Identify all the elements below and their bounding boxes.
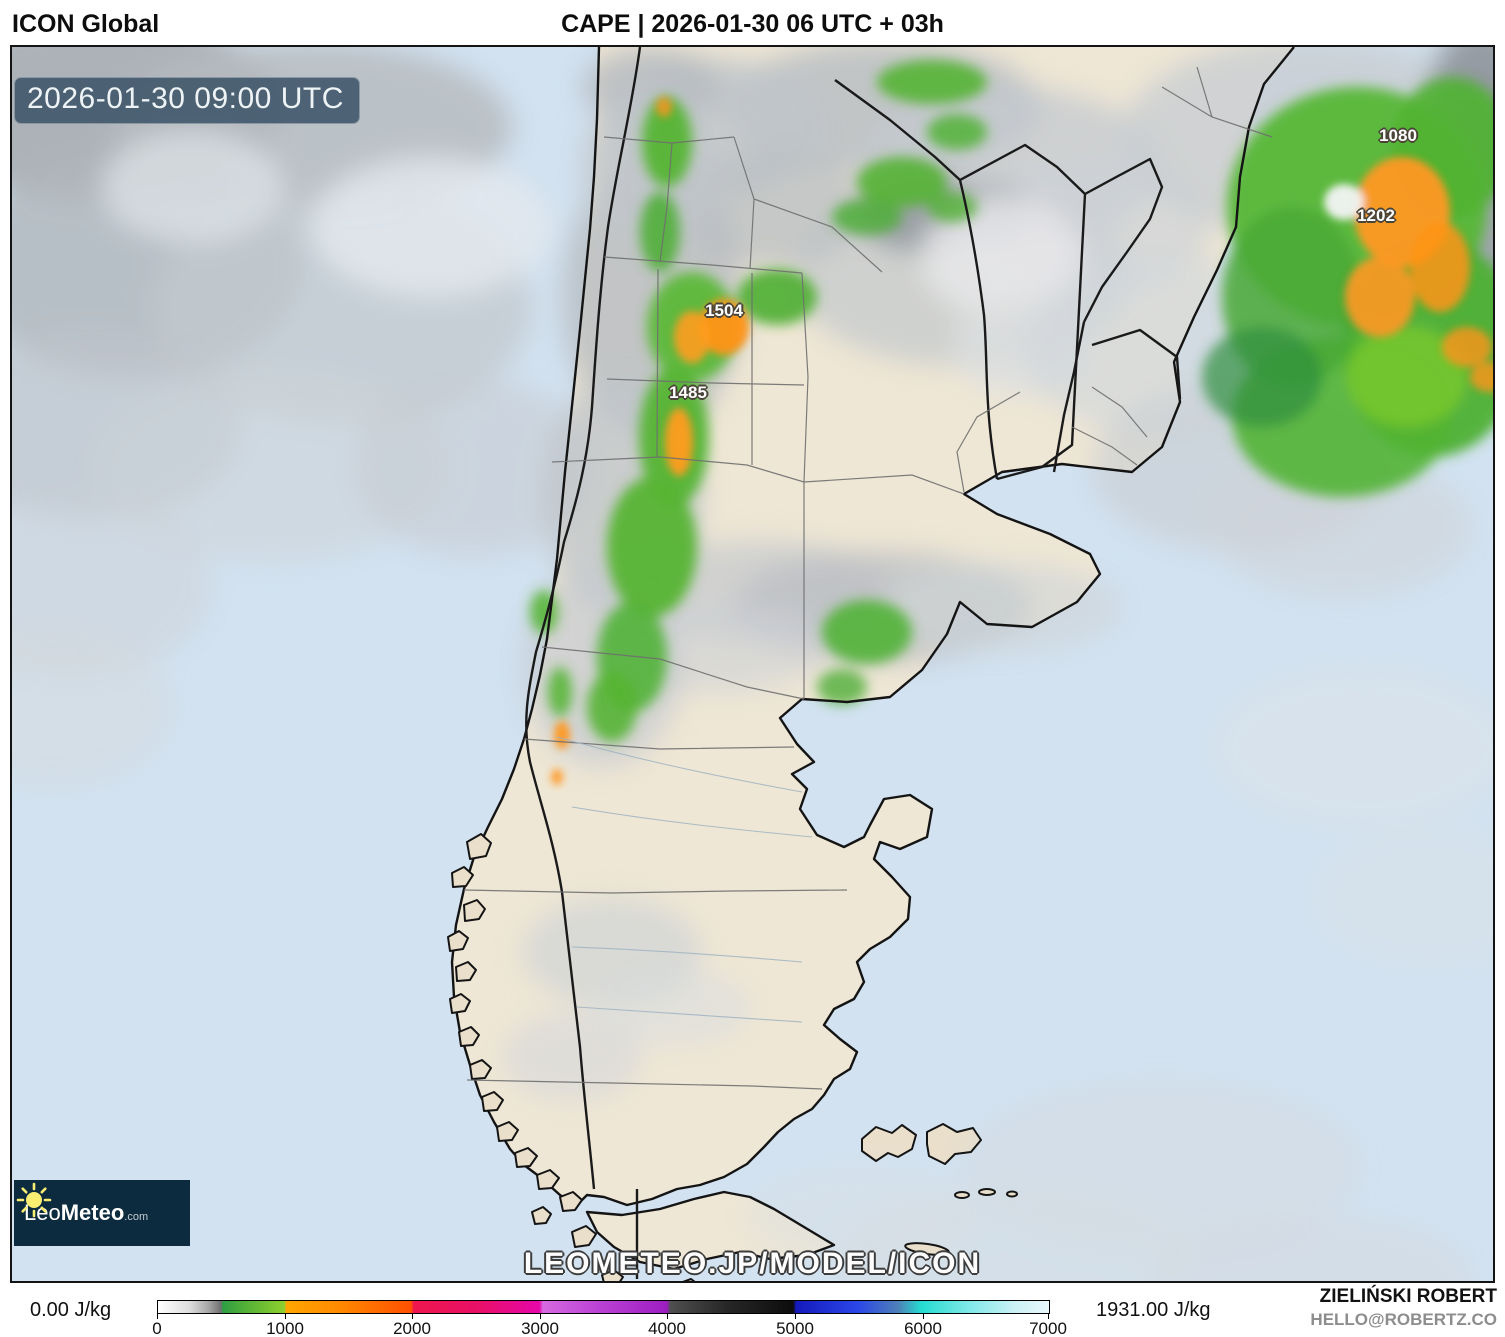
page-title: CAPE | 2026-01-30 06 UTC + 03h [561,10,944,38]
coastline-layer [450,47,1295,1271]
archipelago-layer [447,833,1018,1281]
province-border-layer [463,66,1273,1090]
weather-map-canvas [12,47,1493,1281]
weather-map: 2026-01-30 09:00 UTC 1504 1485 1080 1202… [10,45,1495,1283]
color-scale-bar [157,1300,1050,1314]
credit-email: HELLO@ROBERTZ.CO [1310,1310,1497,1329]
model-name: ICON Global [12,10,160,38]
cape-value-label: 1080 [1379,126,1417,145]
sun-icon [16,1182,52,1218]
cape-value-label: 1504 [705,301,743,320]
river-layer [556,736,813,1023]
leometeo-logo: LeoMeteo.com [14,1180,190,1246]
scale-ticks: 0 1000 2000 3000 4000 5000 6000 7000 [152,1313,1067,1337]
cape-orange-layer [551,97,1493,785]
cape-value-label: 1485 [669,383,707,402]
credit-author: ZIELIŃSKI ROBERT [1319,1286,1497,1307]
scale-min-value: 0.00 J/kg [30,1299,112,1321]
scale-max-value: 1931.00 J/kg [1096,1299,1211,1321]
cape-value-label: 1202 [1357,206,1395,225]
logo-meteo: Meteo [60,1200,125,1225]
logo-tld: .com [124,1211,149,1223]
watermark: LEOMETEO.JP/MODEL/ICON [523,1247,982,1280]
timestamp-badge: 2026-01-30 09:00 UTC [14,77,360,124]
country-border-layer [525,47,1182,1279]
